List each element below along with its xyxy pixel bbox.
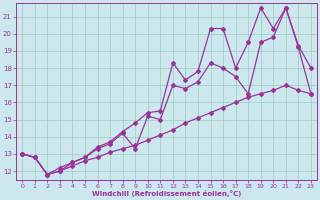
- X-axis label: Windchill (Refroidissement éolien,°C): Windchill (Refroidissement éolien,°C): [92, 190, 241, 197]
